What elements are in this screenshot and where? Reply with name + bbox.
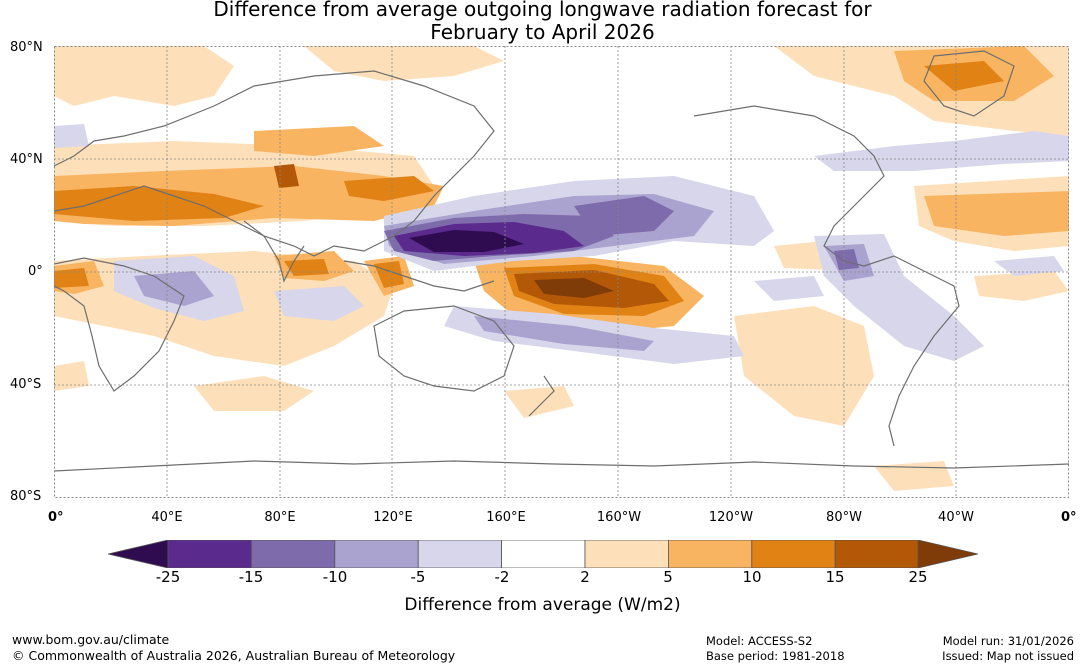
lon-label-40w: 40°W (938, 510, 974, 525)
legend-tick-label: 5 (663, 568, 673, 586)
footer-copyright: © Commonwealth of Australia 2026, Austra… (12, 648, 456, 663)
lat-label-equator: 0° (28, 264, 43, 279)
map-title-line-1: Difference from average outgoing longwav… (213, 0, 872, 21)
coastlines (54, 50, 1069, 472)
legend-tick-label: 2 (580, 568, 590, 586)
lon-label-160w: 160°W (596, 510, 642, 525)
footer-base-period: Base period: 1981-2018 (706, 649, 845, 663)
footer-model-run: Model run: 31/01/2026 (942, 634, 1074, 648)
lon-label-120e: 120°E (373, 510, 413, 525)
colorbar-segment (167, 540, 252, 568)
lon-label-80e: 80°E (264, 510, 296, 525)
legend-tick-label: 25 (908, 568, 928, 586)
legend-tick-label: -10 (322, 568, 348, 586)
anomaly-above-25-region (534, 278, 614, 298)
colorbar-high-extend-triangle (917, 540, 978, 568)
lat-label-40s: 40°S (10, 377, 42, 392)
footer-website-link[interactable]: www.bom.gov.au/climate (12, 632, 170, 647)
legend-tick-label: 15 (825, 568, 845, 586)
lon-label-0-left: 0° (48, 510, 64, 525)
legend-tick-label: -5 (410, 568, 426, 586)
lon-label-40e: 40°E (151, 510, 183, 525)
map-frame (54, 46, 1069, 498)
lon-label-80w: 80°W (826, 510, 862, 525)
map-title-line-2: February to April 2026 (430, 20, 655, 44)
lat-label-40n: 40°N (10, 152, 43, 167)
footer-model: Model: ACCESS-S2 (706, 634, 813, 648)
colorbar-segment (501, 540, 586, 568)
legend-units-label: Difference from average (W/m2) (404, 595, 681, 615)
lon-label-160e: 160°E (486, 510, 526, 525)
footer-issued: Issued: Map not issued (942, 649, 1074, 663)
legend-tick-label: -25 (155, 568, 181, 586)
colorbar-segment (334, 540, 419, 568)
colorbar-low-extend-triangle (108, 540, 169, 568)
colorbar-segment (250, 540, 336, 568)
colorbar-segment (668, 540, 753, 568)
lat-label-80s: 80°S (10, 489, 42, 504)
lat-lon-gridlines (54, 46, 1069, 498)
colorbar-segment (584, 540, 669, 568)
colorbar-legend (108, 540, 978, 568)
lon-label-120w: 120°W (708, 510, 754, 525)
colorbar-segment (834, 540, 920, 568)
anomaly-below-minus-25-region (409, 230, 524, 252)
legend-tick-label: -15 (238, 568, 264, 586)
olr-anomaly-map (54, 46, 1069, 498)
legend-tick-label: 10 (742, 568, 762, 586)
legend-tick-label: -2 (494, 568, 510, 586)
lon-label-0-right: 0° (1061, 510, 1077, 525)
lat-label-80n: 80°N (10, 40, 43, 55)
colorbar-segment (417, 540, 503, 568)
colorbar-segment (751, 540, 836, 568)
